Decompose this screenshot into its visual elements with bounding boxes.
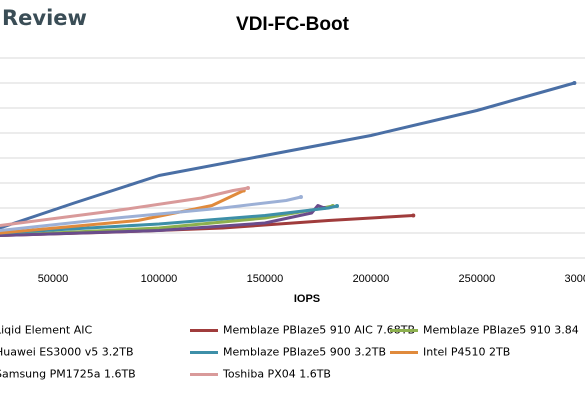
legend-label: Memblaze PBlaze5 910 3.84 [423, 323, 579, 337]
legend: Liqid Element AIC Memblaze PBlaze5 910 AI… [0, 321, 585, 401]
legend-swatch [190, 372, 218, 376]
legend-swatch [390, 350, 418, 354]
x-tick-label: 200000 [353, 273, 390, 285]
legend-swatch [190, 350, 218, 354]
legend-label: Liqid Element AIC [0, 323, 93, 337]
x-axis-label: IOPS [294, 293, 320, 305]
legend-label: Intel P4510 2TB [423, 345, 511, 359]
legend-item: Memblaze PBlaze5 910 AIC 7.68TB [190, 323, 415, 339]
series-point [298, 195, 303, 199]
legend-item: Memblaze PBlaze5 910 3.84 [390, 323, 579, 339]
series-line [0, 189, 246, 235]
legend-item: Memblaze PBlaze5 900 3.2TB [190, 345, 386, 361]
x-tick-label: 300000 [565, 273, 585, 285]
legend-label: Toshiba PX04 1.6TB [223, 367, 331, 381]
x-tick-label: 50000 [38, 273, 69, 285]
legend-label: Memblaze PBlaze5 910 AIC 7.68TB [223, 323, 416, 337]
legend-item: Toshiba PX04 1.6TB [190, 367, 331, 383]
x-tick-label: 250000 [459, 273, 496, 285]
legend-swatch [390, 328, 418, 332]
series-point [245, 186, 250, 190]
chart-title: VDI-FC-Boot [236, 14, 349, 35]
legend-item: Intel P4510 2TB [390, 345, 510, 361]
legend-item: Samsung PM1725a 1.6TB [0, 367, 136, 383]
legend-item: Huawei ES3000 v5 3.2TB [0, 345, 134, 361]
legend-item: Liqid Element AIC [0, 323, 92, 339]
series-line [0, 81, 576, 230]
x-tick-label: 100000 [141, 273, 178, 285]
watermark-logo: Review [2, 6, 87, 30]
series-line [0, 204, 339, 235]
legend-label: Samsung PM1725a 1.6TB [0, 367, 136, 381]
legend-label: Memblaze PBlaze5 900 3.2TB [223, 345, 387, 359]
legend-swatch [190, 328, 218, 332]
series-point [411, 213, 416, 218]
series-line [0, 195, 303, 232]
x-tick-label: 150000 [247, 273, 284, 285]
series-line [0, 186, 250, 227]
legend-label: Huawei ES3000 v5 3.2TB [0, 345, 134, 359]
series-line [0, 204, 326, 237]
series-point [335, 204, 340, 208]
series-point [572, 81, 577, 85]
